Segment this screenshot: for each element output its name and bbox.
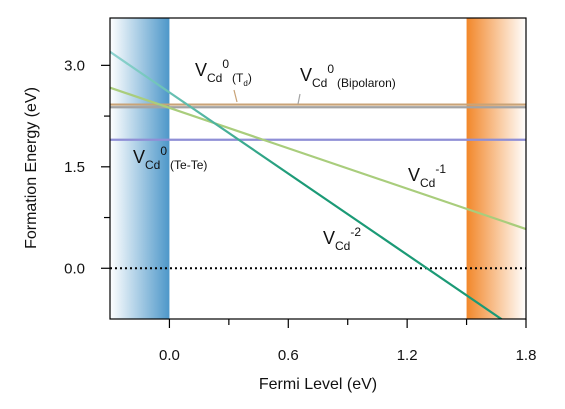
series-label: VCd0(Bipolaron) bbox=[300, 62, 396, 90]
series-label: VCd0(Td) bbox=[195, 57, 252, 88]
x-tick-label: 0.6 bbox=[278, 347, 299, 364]
label-run: 0 bbox=[327, 62, 334, 76]
series-label: VCd-2 bbox=[323, 225, 361, 253]
label-run: Cd bbox=[420, 176, 435, 190]
label-run: ) bbox=[248, 71, 252, 85]
label-run: (Te-Te) bbox=[170, 158, 207, 172]
x-tick-label: 1.8 bbox=[516, 347, 537, 364]
series-label: VCd0(Te-Te) bbox=[133, 144, 207, 172]
lines bbox=[110, 50, 526, 319]
label-run: V bbox=[195, 60, 207, 80]
leader-line bbox=[233, 89, 238, 103]
label-run: V bbox=[133, 147, 145, 167]
series-label: VCd-1 bbox=[408, 162, 446, 190]
shaded-band bbox=[466, 18, 526, 319]
label-run: Cd bbox=[335, 239, 350, 253]
x-axis-label: Fermi Level (eV) bbox=[259, 376, 377, 393]
label-run: (T bbox=[232, 71, 244, 85]
label-run: Cd bbox=[207, 71, 222, 85]
label-run: -1 bbox=[435, 162, 446, 176]
label-run: d bbox=[243, 79, 247, 88]
shaded-band bbox=[110, 18, 170, 319]
label-run: V bbox=[300, 65, 312, 85]
label-run: Cd bbox=[312, 76, 327, 90]
series-line bbox=[110, 86, 526, 231]
label-run: V bbox=[323, 228, 335, 248]
label-run: -2 bbox=[350, 225, 361, 239]
y-tick-label: 0.0 bbox=[64, 260, 85, 277]
label-run: 0 bbox=[160, 144, 167, 158]
y-tick-label: 1.5 bbox=[64, 159, 85, 176]
y-tick-label: 3.0 bbox=[64, 57, 85, 74]
bands bbox=[110, 18, 526, 319]
label-run: V bbox=[408, 165, 420, 185]
leader-line bbox=[297, 93, 301, 105]
series-line bbox=[110, 50, 504, 319]
plot-frame bbox=[109, 17, 527, 320]
label-run: (Bipolaron) bbox=[337, 76, 396, 90]
label-run: 0 bbox=[222, 57, 229, 71]
x-tick-label: 1.2 bbox=[397, 347, 418, 364]
y-axis-label: Formation Energy (eV) bbox=[23, 87, 40, 249]
x-tick-label: 0.0 bbox=[159, 347, 180, 364]
label-run: Cd bbox=[145, 158, 160, 172]
